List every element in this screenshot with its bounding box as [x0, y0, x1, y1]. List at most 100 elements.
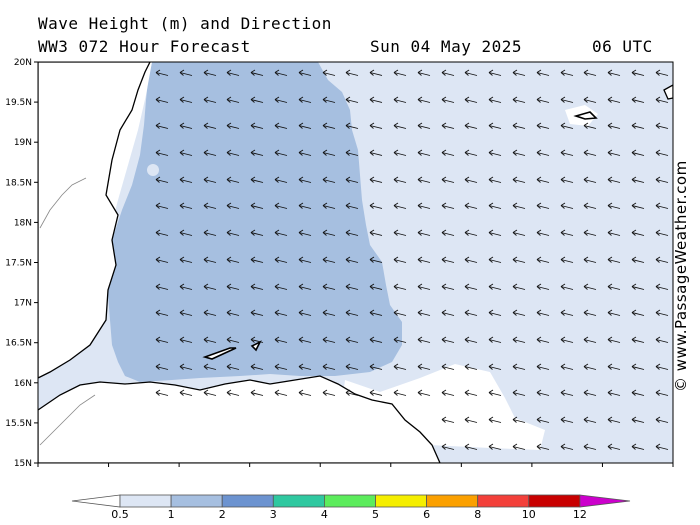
- colorbar-segment: [323, 494, 376, 508]
- wave-arrow: [560, 256, 574, 263]
- wave-arrow: [560, 389, 574, 396]
- wave-arrow: [560, 443, 574, 450]
- wave-arrow: [536, 176, 550, 183]
- wave-arrow: [322, 69, 336, 76]
- wave-arrow: [274, 336, 288, 343]
- wave-arrow: [179, 69, 193, 76]
- wave-arrow: [488, 122, 502, 129]
- colorbar-label: 10: [522, 508, 536, 521]
- wave-arrow: [393, 229, 407, 236]
- wave-arrow: [322, 96, 336, 103]
- colorbar-label: 0.5: [111, 508, 129, 521]
- colorbar-label: 8: [474, 508, 481, 521]
- wave-arrow: [536, 96, 550, 103]
- latitude-axis: 20N 19.5N 19N 18.5N 18N 17.5N 17N 16.5N 16N 15.5N…: [5, 58, 38, 469]
- lat-label: 16N: [14, 379, 32, 389]
- colorbar-over-triangle: [579, 494, 631, 508]
- wave-arrow: [179, 309, 193, 316]
- colorbar-label: 3: [270, 508, 277, 521]
- wave-arrow: [298, 176, 312, 183]
- wave-arrow: [655, 149, 669, 156]
- wave-arrow: [655, 176, 669, 183]
- wave-arrow: [631, 69, 645, 76]
- wave-arrow: [512, 122, 526, 129]
- wave-arrow: [155, 96, 169, 103]
- wave-arrow: [179, 229, 193, 236]
- wave-arrow: [441, 202, 455, 209]
- wave-arrow: [583, 229, 597, 236]
- wave-arrow: [250, 229, 264, 236]
- wave-arrow: [322, 363, 336, 370]
- wave-arrow: [417, 122, 431, 129]
- wave-arrow: [203, 389, 217, 396]
- wave-arrow: [655, 363, 669, 370]
- wave-arrow: [655, 202, 669, 209]
- wave-arrow: [274, 176, 288, 183]
- wave-arrow: [345, 96, 359, 103]
- lat-label: 19.5N: [5, 98, 32, 108]
- wave-arrow: [488, 69, 502, 76]
- wave-arrow: [655, 283, 669, 290]
- wave-arrow: [631, 309, 645, 316]
- wave-arrow: [393, 122, 407, 129]
- wave-arrow: [441, 443, 455, 450]
- wave-arrow: [369, 122, 383, 129]
- wave-arrow: [322, 176, 336, 183]
- site-credit: © www.PassageWeather.com: [672, 160, 690, 392]
- lat-label: 17N: [14, 299, 32, 309]
- wave-arrow: [226, 363, 240, 370]
- wave-arrow: [369, 229, 383, 236]
- wave-arrow: [226, 229, 240, 236]
- wave-arrow: [583, 176, 597, 183]
- wave-arrow: [512, 149, 526, 156]
- wave-arrow: [488, 283, 502, 290]
- wave-arrow: [560, 202, 574, 209]
- colorbar-label: 5: [372, 508, 379, 521]
- lat-label: 16.5N: [5, 339, 32, 349]
- wave-map: 20N 19.5N 19N 18.5N 18N 17.5N 17N 16.5N 16N 15.5N…: [5, 58, 674, 469]
- land-honduras: [38, 375, 441, 463]
- wave-arrow: [417, 229, 431, 236]
- wave-arrow: [155, 202, 169, 209]
- wave-arrow: [298, 389, 312, 396]
- wave-arrow: [536, 69, 550, 76]
- wave-arrow: [536, 122, 550, 129]
- wave-arrow: [560, 229, 574, 236]
- wave-arrow: [322, 256, 336, 263]
- light-patch: [147, 164, 159, 176]
- wave-arrow: [298, 256, 312, 263]
- wave-arrow: [536, 283, 550, 290]
- wave-arrow: [250, 96, 264, 103]
- wave-arrow: [536, 336, 550, 343]
- wave-arrow: [417, 96, 431, 103]
- wave-arrow: [560, 336, 574, 343]
- wave-arrow: [274, 363, 288, 370]
- wave-arrow: [631, 336, 645, 343]
- wave-arrow: [274, 309, 288, 316]
- wave-arrow: [393, 69, 407, 76]
- wave-arrow: [441, 122, 455, 129]
- wave-arrow: [179, 122, 193, 129]
- wave-arrow: [226, 96, 240, 103]
- wave-arrow: [488, 229, 502, 236]
- lat-label: 19N: [14, 138, 32, 148]
- wave-arrow: [441, 336, 455, 343]
- wave-arrow: [179, 283, 193, 290]
- wave-arrow: [417, 309, 431, 316]
- wave-arrow: [155, 229, 169, 236]
- wave-arrow: [631, 96, 645, 103]
- wave-arrow: [298, 309, 312, 316]
- wave-arrow: [298, 336, 312, 343]
- wave-arrow: [155, 336, 169, 343]
- wave-arrow: [631, 122, 645, 129]
- wave-arrow: [655, 336, 669, 343]
- wave-arrow: [464, 202, 478, 209]
- wave-arrow: [250, 336, 264, 343]
- wave-direction-arrows: [155, 69, 669, 450]
- wave-arrow: [536, 149, 550, 156]
- forecast-label: WW3 072 Hour Forecast: [38, 37, 251, 56]
- wave-arrow: [393, 176, 407, 183]
- wave-arrow: [441, 416, 455, 423]
- wave-arrow: [441, 256, 455, 263]
- wave-arrow: [155, 176, 169, 183]
